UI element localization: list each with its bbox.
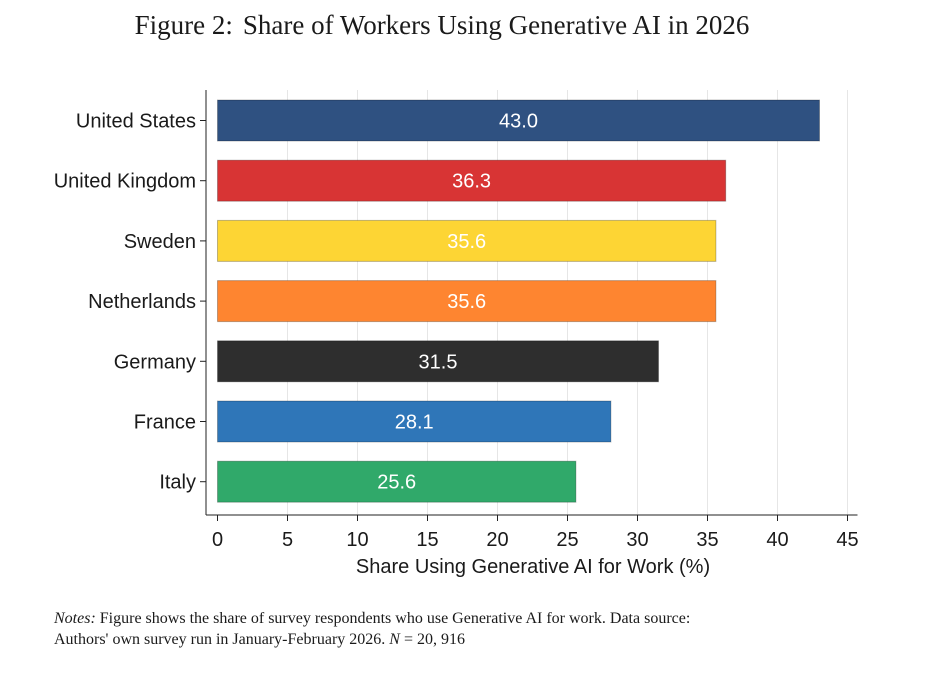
- bar: [217, 159, 727, 202]
- bars: 43.0 36.3 35.6 35.6 31.5 28.1 25.6: [217, 99, 820, 503]
- bar-value-label: 31.5: [419, 351, 458, 373]
- notes-n-symbol: N: [389, 631, 400, 648]
- bar-value-label: 36.3: [452, 171, 491, 193]
- bar: [217, 99, 820, 142]
- x-tick-label: 5: [282, 529, 293, 551]
- x-tick-label: 25: [556, 529, 578, 551]
- bar: [217, 460, 577, 503]
- y-tick-label: France: [134, 412, 196, 434]
- x-tick-label: 35: [696, 529, 718, 551]
- notes-line-1: Notes: Figure shows the share of survey …: [54, 608, 854, 629]
- notes-line-2: Authors' own survey run in January-Febru…: [54, 629, 854, 650]
- bar-value-label: 35.6: [447, 231, 486, 253]
- figure-title-text: Share of Workers Using Generative AI in …: [242, 10, 750, 40]
- bar: [217, 219, 717, 262]
- bar: [217, 340, 659, 383]
- bar-chart: 43.0 36.3 35.6 35.6 31.5 28.1 25.6 United Stat…: [54, 90, 859, 578]
- y-tick-label: Sweden: [124, 231, 196, 253]
- y-tick-label: Italy: [159, 472, 196, 494]
- figure-label: Figure 2:: [134, 10, 233, 40]
- x-tick-label: 0: [212, 529, 223, 551]
- bar-value-label: 43.0: [499, 111, 538, 133]
- x-tick-label: 45: [836, 529, 858, 551]
- x-tick-label: 10: [346, 529, 368, 551]
- y-tick-label: Germany: [114, 351, 196, 373]
- y-tick-label: Netherlands: [88, 291, 196, 313]
- x-axis-title: Share Using Generative AI for Work (%): [356, 556, 710, 578]
- x-tick-label: 20: [486, 529, 508, 551]
- figure-notes: Notes: Figure shows the share of survey …: [54, 608, 854, 650]
- bar-value-label: 28.1: [395, 412, 434, 434]
- x-tick-label: 15: [416, 529, 438, 551]
- notes-text-1: Figure shows the share of survey respond…: [99, 610, 691, 627]
- axes: United States United Kingdom Sweden Netherl…: [54, 90, 859, 551]
- figure-title: Figure 2: Share of Workers Using Generati…: [0, 10, 884, 41]
- notes-n-value: = 20, 916: [403, 631, 465, 648]
- x-tick-label: 30: [626, 529, 648, 551]
- bar-value-label: 25.6: [377, 472, 416, 494]
- x-tick-label: 40: [766, 529, 788, 551]
- y-tick-label: United States: [76, 111, 196, 133]
- bar-value-label: 35.6: [447, 291, 486, 313]
- notes-text-2: Authors' own survey run in January-Febru…: [54, 631, 386, 648]
- notes-label: Notes:: [54, 610, 96, 627]
- bar: [217, 280, 717, 323]
- bar: [217, 400, 612, 443]
- y-tick-label: United Kingdom: [54, 171, 196, 193]
